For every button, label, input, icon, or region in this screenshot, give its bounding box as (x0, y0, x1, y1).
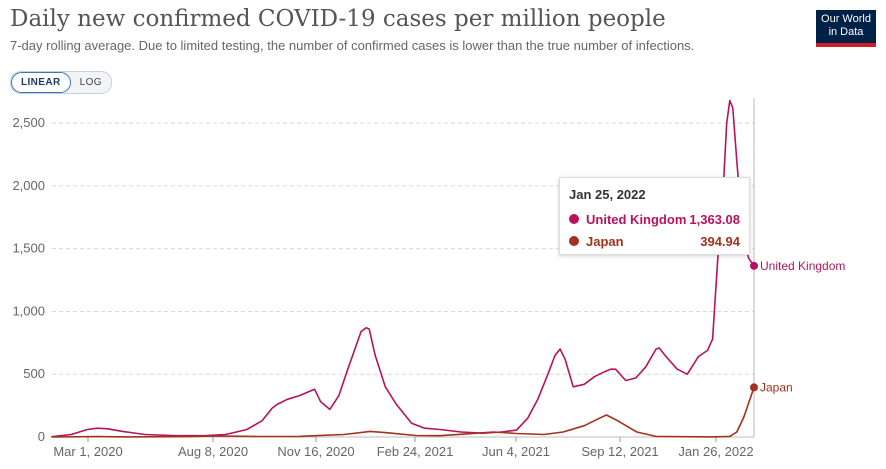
hover-tooltip: Jan 25, 2022 United Kingdom 1,363.08 Jap… (559, 177, 750, 255)
tooltip-series-value: 394.94 (700, 233, 740, 249)
tooltip-row-uk: United Kingdom 1,363.08 (569, 208, 740, 230)
series-line-japan (51, 386, 755, 438)
x-tick-label: Mar 1, 2020 (53, 444, 122, 459)
tooltip-date: Jan 25, 2022 (569, 187, 646, 202)
chart-title: Daily new confirmed COVID-19 cases per m… (10, 6, 666, 32)
y-tick-label: 2,000 (12, 178, 45, 193)
x-tick-label: Aug 8, 2020 (178, 444, 248, 459)
series-line-united-kingdom (51, 99, 755, 438)
series-end-label: Japan (760, 380, 793, 394)
logo-line-1: Our World (821, 13, 871, 25)
x-tick-label: Sep 12, 2021 (581, 444, 658, 459)
x-tick-label: Feb 24, 2021 (377, 444, 454, 459)
x-tick-label: Nov 16, 2020 (277, 444, 354, 459)
scale-toggle: LINEAR LOG (10, 71, 112, 94)
y-tick-label: 0 (38, 429, 45, 444)
chart-subtitle: 7-day rolling average. Due to limited te… (10, 38, 695, 53)
linear-scale-button[interactable]: LINEAR (11, 72, 71, 93)
series-endpoint-japan (750, 383, 758, 392)
tooltip-series-name: Japan (586, 233, 624, 249)
y-tick-label: 2,500 (12, 115, 45, 130)
y-tick-label: 500 (23, 366, 45, 381)
axis-layer: 0 500 1,000 1,500 2,000 2,500 Mar 1, 2020 Aug 8… (12, 98, 755, 459)
y-tick-label: 1,500 (12, 241, 45, 256)
x-tick-label: Jan 26, 2022 (678, 444, 753, 459)
label-layer: United Kingdom Japan (760, 259, 845, 395)
logo-line-2: in Data (828, 25, 864, 38)
x-tick-label: Jun 4, 2021 (482, 444, 550, 459)
tooltip-series-name: United Kingdom (586, 211, 687, 227)
y-tick-label: 1,000 (12, 303, 45, 318)
log-scale-button[interactable]: LOG (71, 72, 111, 93)
japan-legend-dot-icon (569, 236, 579, 246)
series-layer (51, 99, 758, 438)
series-endpoint-united-kingdom (750, 261, 758, 270)
tooltip-series-value: 1,363.08 (689, 211, 740, 227)
tooltip-row-japan: Japan 394.94 (569, 230, 740, 252)
owid-logo[interactable]: Our World in Data (816, 10, 876, 47)
series-end-label: United Kingdom (760, 259, 845, 273)
uk-legend-dot-icon (569, 214, 579, 224)
